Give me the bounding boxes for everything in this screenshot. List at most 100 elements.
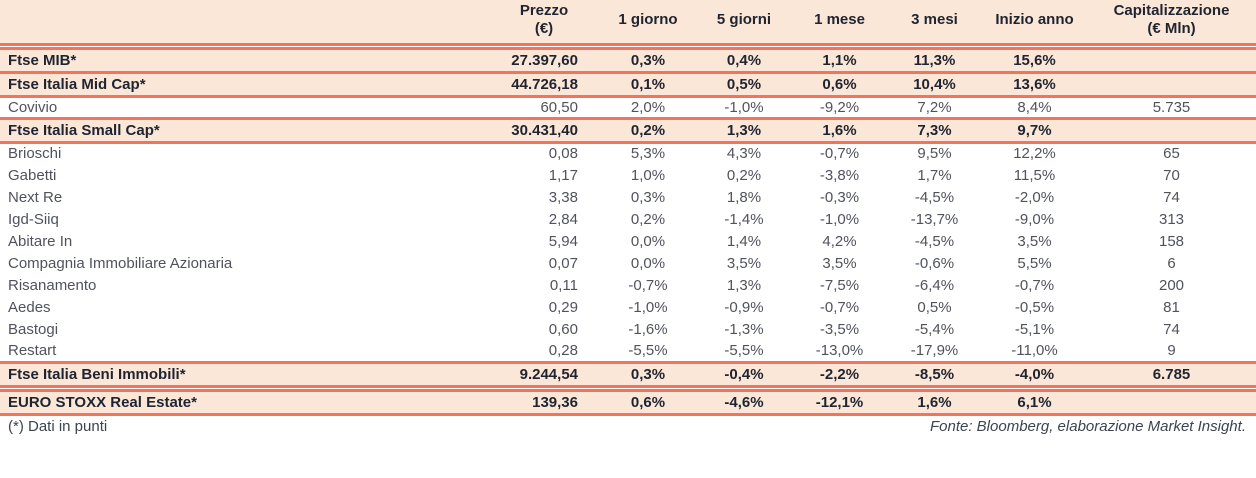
cell: 1,6% [887,388,982,416]
cell: -8,5% [887,360,982,388]
cell: -11,0% [982,340,1087,362]
column-header-prezzo: Prezzo (€) [488,0,600,46]
cell: 1,0% [600,164,696,186]
table-row: Covivio 60,50 2,0% -1,0% -9,2% 7,2% 8,4% 5.735 [0,96,1256,118]
column-header-inizio-anno: Inizio anno [982,0,1087,46]
cell: -1,0% [696,96,792,118]
cell: 0,6% [600,388,696,416]
column-header-5-giorni: 5 giorni [696,0,792,46]
cell: 1,6% [792,116,887,144]
cell [1087,388,1256,416]
cell: -0,6% [887,252,982,274]
cell: 74 [1087,318,1256,340]
cell: -0,4% [696,360,792,388]
row-label: Compagnia Immobiliare Azionaria [0,252,488,274]
cell: -17,9% [887,340,982,362]
cell: 44.726,18 [488,70,600,98]
cell: -5,5% [696,340,792,362]
spacer-row [0,44,1256,48]
row-label: Bastogi [0,318,488,340]
column-header-1-giorno: 1 giorno [600,0,696,46]
cell: 74 [1087,186,1256,208]
cell: -9,0% [982,208,1087,230]
cell: 2,84 [488,208,600,230]
cell: 9,5% [887,142,982,164]
cell: 0,1% [600,70,696,98]
table-row: Risanamento 0,11 -0,7% 1,3% -7,5% -6,4% -0,7% 2… [0,274,1256,296]
cell: 70 [1087,164,1256,186]
column-header-name [0,0,488,46]
cell: 0,6% [792,70,887,98]
cell: 1,4% [696,230,792,252]
table-row: Gabetti 1,17 1,0% 0,2% -3,8% 1,7% 11,5% 70 [0,164,1256,186]
cell: 10,4% [887,70,982,98]
column-header-capitalizzazione-label: Capitalizzazione [1113,2,1230,20]
table-footer: (*) Dati in punti Fonte: Bloomberg, elab… [0,416,1256,435]
cell: -5,1% [982,318,1087,340]
cell: 27.397,60 [488,46,600,74]
table-row: Ftse Italia Small Cap* 30.431,40 0,2% 1,3% 1… [0,116,1256,144]
cell: -2,2% [792,360,887,388]
cell: -0,7% [792,142,887,164]
cell: 81 [1087,296,1256,318]
cell: 8,4% [982,96,1087,118]
cell: -4,6% [696,388,792,416]
cell: 1,17 [488,164,600,186]
cell: 4,2% [792,230,887,252]
cell: 0,4% [696,46,792,74]
market-table-report: Prezzo (€) 1 giorno 5 giorni 1 mese 3 me… [0,0,1256,435]
row-label: Ftse MIB* [0,46,488,74]
table-row: Ftse MIB* 27.397,60 0,3% 0,4% 1,1% 11,3% 15,6% [0,46,1256,74]
spacer-row [0,386,1256,390]
row-label: Brioschi [0,142,488,164]
cell: -13,0% [792,340,887,362]
cell: 5,3% [600,142,696,164]
cell: -4,0% [982,360,1087,388]
cell: 0,2% [696,164,792,186]
cell: -3,8% [792,164,887,186]
cell: 0,0% [600,230,696,252]
table-row: Aedes 0,29 -1,0% -0,9% -0,7% 0,5% -0,5% 81 [0,296,1256,318]
cell: 9 [1087,340,1256,362]
cell: -0,9% [696,296,792,318]
cell [1087,116,1256,144]
cell: 7,3% [887,116,982,144]
cell: -0,3% [792,186,887,208]
cell: -0,5% [982,296,1087,318]
cell [1087,70,1256,98]
cell: 313 [1087,208,1256,230]
header-row: Prezzo (€) 1 giorno 5 giorni 1 mese 3 me… [0,0,1256,46]
column-header-1-mese: 1 mese [792,0,887,46]
cell: 0,2% [600,116,696,144]
cell: 15,6% [982,46,1087,74]
cell: -13,7% [887,208,982,230]
table-row: Next Re 3,38 0,3% 1,8% -0,3% -4,5% -2,0% 74 [0,186,1256,208]
cell: -0,7% [792,296,887,318]
cell: 0,5% [696,70,792,98]
cell: -5,5% [600,340,696,362]
cell: 11,5% [982,164,1087,186]
row-label: Restart [0,340,488,362]
cell: 7,2% [887,96,982,118]
table-row: Bastogi 0,60 -1,6% -1,3% -3,5% -5,4% -5,1% 74 [0,318,1256,340]
cell: -4,5% [887,186,982,208]
cell: 1,8% [696,186,792,208]
row-label: Ftse Italia Small Cap* [0,116,488,144]
cell: 6 [1087,252,1256,274]
cell: 0,08 [488,142,600,164]
cell: 6.785 [1087,360,1256,388]
table-row: Ftse Italia Mid Cap* 44.726,18 0,1% 0,5% 0,6… [0,70,1256,98]
table-row: EURO STOXX Real Estate* 139,36 0,6% -4,6% -1… [0,388,1256,416]
cell: -1,4% [696,208,792,230]
cell: 65 [1087,142,1256,164]
cell: 60,50 [488,96,600,118]
cell: -5,4% [887,318,982,340]
cell: -7,5% [792,274,887,296]
cell: -12,1% [792,388,887,416]
cell: -0,7% [600,274,696,296]
cell: 1,3% [696,274,792,296]
footnote-dati-in-punti: (*) Dati in punti [8,417,108,435]
cell: 200 [1087,274,1256,296]
cell: 6,1% [982,388,1087,416]
spacer-cell [0,44,1256,48]
